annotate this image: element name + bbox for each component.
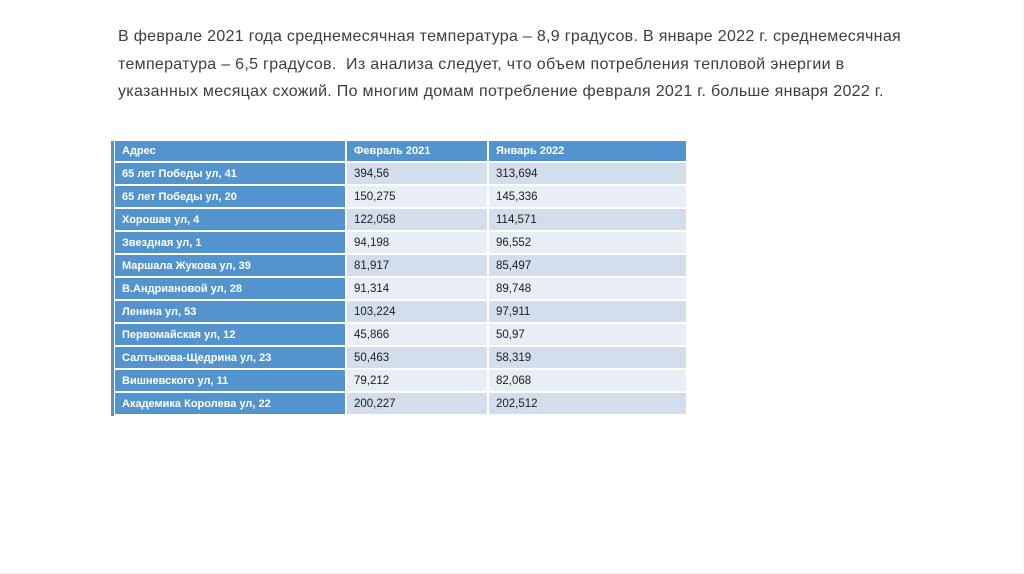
cell-february-value: 81,917 [347,255,487,276]
table-row: Первомайская ул, 12 45,866 50,97 [115,324,686,345]
header-cell-address: Адрес [115,141,345,161]
cell-address: Академика Королева ул, 22 [115,393,345,414]
table-row: 65 лет Победы ул, 41 394,56 313,694 [115,163,686,184]
heat-consumption-table: Адрес Февраль 2021 Январь 2022 65 лет По… [111,141,686,416]
table-row: Академика Королева ул, 22 200,227 202,51… [115,393,686,414]
cell-address: Хорошая ул, 4 [115,209,345,230]
table-row: 65 лет Победы ул, 20 150,275 145,336 [115,186,686,207]
cell-address: В.Андриановой ул, 28 [115,278,345,299]
cell-address: Салтыкова-Щедрина ул, 23 [115,347,345,368]
cell-february-value: 150,275 [347,186,487,207]
cell-february-value: 91,314 [347,278,487,299]
cell-january-value: 114,571 [489,209,686,230]
table-row: Маршала Жукова ул, 39 81,917 85,497 [115,255,686,276]
cell-address: Маршала Жукова ул, 39 [115,255,345,276]
cell-february-value: 122,058 [347,209,487,230]
cell-february-value: 45,866 [347,324,487,345]
table-row: Ленина ул, 53 103,224 97,911 [115,301,686,322]
table-row: Звездная ул, 1 94,198 96,552 [115,232,686,253]
cell-january-value: 96,552 [489,232,686,253]
cell-address: Вишневского ул, 11 [115,370,345,391]
cell-february-value: 94,198 [347,232,487,253]
cell-january-value: 50,97 [489,324,686,345]
table-row: В.Андриановой ул, 28 91,314 89,748 [115,278,686,299]
cell-january-value: 82,068 [489,370,686,391]
cell-address: Первомайская ул, 12 [115,324,345,345]
cell-january-value: 97,911 [489,301,686,322]
cell-february-value: 394,56 [347,163,487,184]
cell-january-value: 89,748 [489,278,686,299]
intro-line-3: указанных месяцах схожий. По многим дома… [118,83,884,100]
cell-address: 65 лет Победы ул, 20 [115,186,345,207]
table-row: Вишневского ул, 11 79,212 82,068 [115,370,686,391]
table-header-row: Адрес Февраль 2021 Январь 2022 [115,141,686,161]
cell-february-value: 50,463 [347,347,487,368]
header-cell-february-2021: Февраль 2021 [347,141,487,161]
cell-january-value: 145,336 [489,186,686,207]
cell-february-value: 103,224 [347,301,487,322]
intro-line-1: В феврале 2021 года среднемесячная темпе… [118,28,901,45]
cell-january-value: 85,497 [489,255,686,276]
cell-february-value: 200,227 [347,393,487,414]
intro-text: В феврале 2021 года среднемесячная темпе… [118,23,901,106]
cell-address: Звездная ул, 1 [115,232,345,253]
cell-february-value: 79,212 [347,370,487,391]
table-row: Хорошая ул, 4 122,058 114,571 [115,209,686,230]
table-row: Салтыкова-Щедрина ул, 23 50,463 58,319 [115,347,686,368]
cell-january-value: 202,512 [489,393,686,414]
cell-address: Ленина ул, 53 [115,301,345,322]
cell-january-value: 58,319 [489,347,686,368]
header-cell-january-2022: Январь 2022 [489,141,686,161]
cell-address: 65 лет Победы ул, 41 [115,163,345,184]
cell-january-value: 313,694 [489,163,686,184]
intro-line-2: температура – 6,5 градусов. Из анализа с… [118,55,845,73]
